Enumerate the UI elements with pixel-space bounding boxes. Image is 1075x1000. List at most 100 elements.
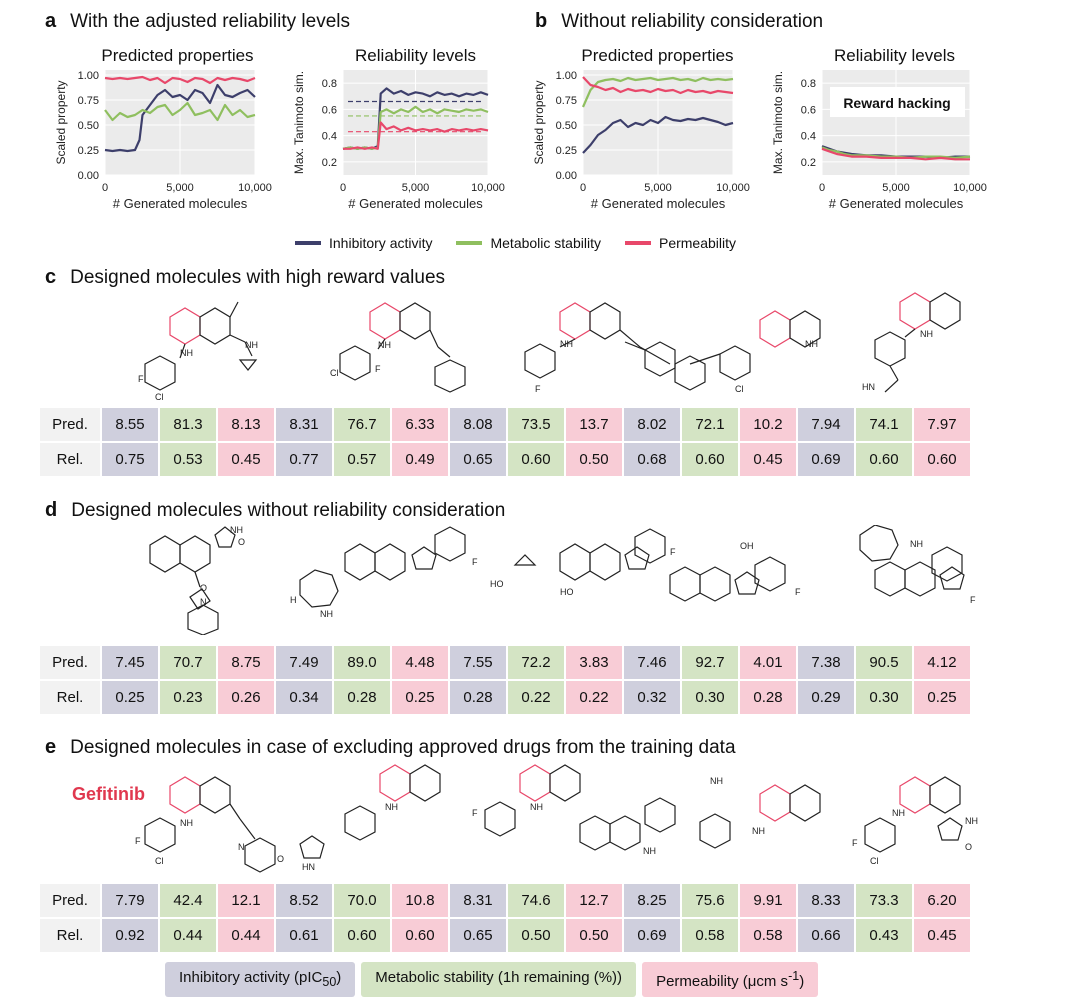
- x-tick-label: 10,000: [716, 182, 750, 194]
- table-cell: 70.0: [334, 884, 392, 919]
- y-tick-label: 0.00: [78, 170, 99, 182]
- table-row: Pred. 7.79 42.4 12.1 8.52 70.0 10.8 8.31 74.6…: [40, 884, 972, 919]
- table-cell: 0.32: [624, 681, 682, 716]
- table-c: Pred. 8.55 81.3 8.13 8.31 76.7 6.33 8.08 73.5…: [40, 408, 972, 478]
- table-cell: 0.61: [276, 919, 334, 954]
- table-row: Rel. 0.75 0.53 0.45 0.77 0.57 0.49 0.65 0.60 0…: [40, 443, 972, 478]
- section-e-title: e Designed molecules in case of excluding…: [45, 736, 736, 758]
- table-cell: 8.31: [450, 884, 508, 919]
- atom-label: HN: [302, 862, 315, 872]
- table-cell: 0.50: [566, 443, 624, 478]
- section-d-title: d Designed molecules without reliability …: [45, 499, 506, 521]
- section-c-title: c Designed molecules with high reward val…: [45, 266, 446, 288]
- series-line-inhibitory-activity: [104, 83, 256, 153]
- y-tick-label: 1.00: [556, 70, 577, 82]
- y-tick-label: 0.4: [322, 131, 337, 143]
- table-cell: 74.1: [856, 408, 914, 443]
- x-axis-label: # Generated molecules: [829, 196, 964, 211]
- molecule-structures-c: NH NH F Cl NH Cl F NH F NH Cl NH HN: [138, 292, 961, 402]
- row-label: Pred.: [40, 408, 102, 443]
- atom-label: NH: [910, 539, 923, 549]
- table-cell: 0.60: [914, 443, 972, 478]
- atom-label: HO: [560, 587, 574, 597]
- reward-hacking-label: Reward hacking: [843, 95, 950, 111]
- atom-label: Cl: [330, 368, 339, 378]
- table-cell: 7.79: [102, 884, 160, 919]
- y-tick-label: 0.75: [78, 95, 99, 107]
- legend-inhibitory: Inhibitory activity: [295, 235, 432, 251]
- table-d: Pred. 7.45 70.7 8.75 7.49 89.0 4.48 7.55 72.2…: [40, 646, 972, 716]
- table-cell: 0.22: [508, 681, 566, 716]
- x-tick-label: 0: [102, 182, 108, 194]
- y-tick-label: 0.8: [801, 78, 816, 90]
- table-cell: 7.55: [450, 646, 508, 681]
- atom-label: F: [670, 547, 676, 557]
- atom-label: NH: [180, 818, 193, 828]
- table-cell: 0.92: [102, 919, 160, 954]
- x-tick-label: 10,000: [238, 182, 272, 194]
- section-b-title: b Without reliability consideration: [535, 10, 824, 32]
- atom-label: F: [375, 364, 381, 374]
- series-line-metabolic-stability: [104, 101, 256, 122]
- x-axis-label: # Generated molecules: [113, 196, 248, 211]
- table-row: Pred. 8.55 81.3 8.13 8.31 76.7 6.33 8.08 73.5…: [40, 408, 972, 443]
- atom-label: F: [472, 808, 478, 818]
- atom-label: Cl: [735, 384, 744, 394]
- y-tick-label: 0.8: [322, 78, 337, 90]
- molecule-structures-d: NH O O N H NH F HO HO F OH F NH F: [149, 524, 976, 636]
- table-cell: 4.12: [914, 646, 972, 681]
- x-tick-label: 0: [340, 182, 346, 194]
- molecules-e: NH F Cl N O NH HN NH F NH NH NH NH F Cl …: [40, 764, 1000, 874]
- table-cell: 0.25: [392, 681, 450, 716]
- legend-permeability-unit: Permeability (μcm s-1): [642, 962, 819, 997]
- line-charts: 0.00 0.25 0.50 0.75 1.00 0 5,000 10,000 # Genera…: [54, 70, 987, 211]
- atom-label: F: [852, 838, 858, 848]
- atom-label: F: [970, 595, 976, 605]
- row-label: Pred.: [40, 646, 102, 681]
- atom-label: O: [277, 854, 284, 864]
- table-cell: 3.83: [566, 646, 624, 681]
- x-axis-label: # Generated molecules: [591, 196, 726, 211]
- atom-label: NH: [180, 348, 193, 358]
- legend-metabolic-unit: Metabolic stability (1h remaining (%)): [361, 962, 637, 997]
- row-label: Rel.: [40, 919, 102, 954]
- table-cell: 0.53: [160, 443, 218, 478]
- table-cell: 0.45: [218, 443, 276, 478]
- y-tick-label: 0.25: [78, 145, 99, 157]
- x-tick-label: 0: [819, 182, 825, 194]
- atom-label: OH: [740, 541, 754, 551]
- table-cell: 0.58: [740, 919, 798, 954]
- series-line-permeability: [104, 75, 256, 85]
- table-cell: 0.28: [450, 681, 508, 716]
- table-cell: 7.45: [102, 646, 160, 681]
- panel-a-pred-title: Predicted properties: [101, 46, 254, 65]
- table-cell: 8.52: [276, 884, 334, 919]
- table-cell: 0.60: [682, 443, 740, 478]
- atom-label: Cl: [155, 392, 164, 402]
- table-cell: 0.44: [160, 919, 218, 954]
- y-axis-label: Max. Tanimoto sim.: [771, 71, 785, 174]
- atom-label: F: [472, 557, 478, 567]
- table-cell: 81.3: [160, 408, 218, 443]
- table-cell: 8.75: [218, 646, 276, 681]
- table-cell: 0.29: [798, 681, 856, 716]
- table-cell: 7.97: [914, 408, 972, 443]
- atom-label: NH: [805, 339, 818, 349]
- x-tick-label: 5,000: [644, 182, 672, 194]
- atom-label: NH: [378, 340, 391, 350]
- y-tick-label: 0.2: [322, 157, 337, 169]
- table-cell: 73.3: [856, 884, 914, 919]
- panel-b-rel-title: Reliability levels: [834, 46, 955, 65]
- table-cell: 0.45: [914, 919, 972, 954]
- table-row: Rel. 0.25 0.23 0.26 0.34 0.28 0.25 0.28 0.22 0…: [40, 681, 972, 716]
- table-cell: 12.7: [566, 884, 624, 919]
- table-cell: 8.55: [102, 408, 160, 443]
- table-cell: 0.22: [566, 681, 624, 716]
- atom-label: NH: [530, 802, 543, 812]
- atom-label: H: [290, 595, 297, 605]
- reward-hacking-box: [830, 87, 965, 117]
- table-cell: 12.1: [218, 884, 276, 919]
- table-cell: 90.5: [856, 646, 914, 681]
- panel-a-rel-title: Reliability levels: [355, 46, 476, 65]
- table-cell: 0.25: [102, 681, 160, 716]
